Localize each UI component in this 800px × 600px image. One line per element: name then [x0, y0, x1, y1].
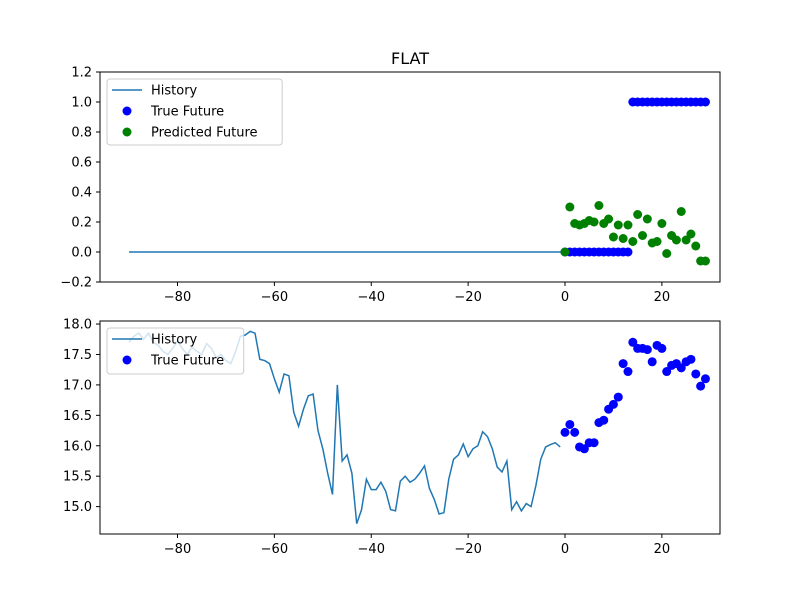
- true-future-legend-label: True Future: [150, 105, 224, 120]
- predicted-future-point: [691, 241, 701, 251]
- x-tick-label: −20: [454, 290, 481, 305]
- predicted-future-point: [671, 235, 681, 245]
- axes-frame: [99, 320, 721, 535]
- y-tick-label: 16.0: [63, 439, 92, 454]
- predicted-future-point: [662, 249, 672, 258]
- predicted-future-point: [589, 217, 599, 227]
- y-tick-label: 15.0: [63, 500, 92, 515]
- true-future-point: [676, 363, 686, 373]
- true-future-point: [623, 367, 633, 377]
- true-future-point: [579, 444, 589, 454]
- true-future-point: [691, 369, 701, 379]
- true-future-point: [696, 381, 706, 391]
- predicted-future-point: [676, 207, 686, 216]
- y-tick-label: 1.0: [71, 96, 92, 111]
- true-future-point: [628, 337, 638, 347]
- x-tick-label: −40: [358, 290, 385, 305]
- true-future-legend-marker: [122, 106, 132, 116]
- bottom-axes: −80 −60 −40 −20 0 20 15.0 15.5 16.0 16.5 17.0 17.5 1…: [63, 318, 721, 557]
- true-future-point: [686, 354, 696, 364]
- true-future-point: [608, 399, 618, 409]
- predicted-future-point: [623, 220, 633, 230]
- true-future-legend-label: True Future: [150, 354, 224, 369]
- x-tick-label: 20: [654, 542, 671, 557]
- y-tick-label: 0.2: [71, 216, 92, 231]
- y-tick-label: 0.0: [71, 246, 92, 261]
- y-tick-label: 17.0: [63, 378, 92, 393]
- true-future-legend-marker: [122, 355, 132, 365]
- predicted-future-point: [608, 232, 618, 242]
- true-future-point: [657, 343, 667, 353]
- predicted-future-point: [613, 220, 623, 230]
- y-tick-label: −0.2: [60, 276, 92, 291]
- plot-area: [129, 97, 710, 266]
- true-future-point: [642, 345, 652, 355]
- y-tick-label: 0.8: [71, 126, 92, 141]
- y-tick-label: 1.2: [71, 66, 92, 81]
- true-future-point: [560, 427, 570, 437]
- legend: History True Future Predicted Future: [106, 78, 283, 146]
- y-tick-label: 15.5: [63, 470, 92, 485]
- predicted-future-point: [618, 234, 628, 243]
- predicted-future-point: [565, 202, 575, 212]
- predicted-future-point: [642, 214, 652, 224]
- x-tick-label: 0: [561, 542, 569, 557]
- legend-box: [106, 78, 283, 146]
- true-future-point: [647, 357, 657, 367]
- y-tick-label: 16.5: [63, 409, 92, 424]
- predicted-future-point: [657, 219, 667, 228]
- true-future-point: [565, 419, 575, 429]
- true-future-point: [623, 247, 633, 257]
- true-future-point: [613, 392, 623, 402]
- x-tick-label: −80: [164, 542, 191, 557]
- true-future-point: [599, 415, 609, 425]
- predicted-future-point: [604, 214, 614, 224]
- true-future-point: [570, 427, 580, 437]
- y-tick-label: 0.4: [71, 186, 92, 201]
- predicted-future-point: [681, 235, 691, 245]
- y-tick-label: 18.0: [63, 318, 92, 333]
- true-future-point: [618, 359, 628, 369]
- predicted-future-point: [638, 231, 647, 240]
- history-legend-label: History: [151, 84, 198, 99]
- predicted-future-point: [652, 237, 662, 246]
- x-tick-label: −40: [358, 542, 385, 557]
- x-tick-label: 20: [654, 290, 671, 305]
- x-tick-label: −60: [261, 290, 288, 305]
- top-axes: −80 −60 −40 −20 0 20 −0.2 0.0 0.2 0.4 0.6 0.8 1.0 1.2…: [60, 66, 721, 305]
- legend: History True Future: [106, 327, 245, 375]
- y-tick-label: 17.5: [63, 348, 92, 363]
- axes-frame: [99, 71, 721, 283]
- predicted-future-legend-marker: [122, 127, 132, 137]
- x-tick-label: 0: [561, 290, 569, 305]
- predicted-future-legend-label: Predicted Future: [151, 126, 258, 141]
- predicted-future-point: [594, 201, 604, 210]
- true-future-point: [700, 374, 710, 384]
- x-tick-label: −80: [164, 290, 191, 305]
- true-future-point: [662, 367, 672, 377]
- true-future-point: [589, 438, 599, 448]
- chart-title: FLAT: [391, 49, 429, 68]
- history-legend-label: History: [151, 333, 198, 348]
- predicted-future-point: [628, 237, 638, 246]
- true-future-point: [700, 97, 710, 107]
- predicted-future-point: [700, 256, 710, 266]
- x-tick-label: −60: [261, 542, 288, 557]
- y-tick-label: 0.6: [71, 156, 92, 171]
- predicted-future-point: [560, 247, 570, 257]
- predicted-future-point: [633, 210, 643, 219]
- x-tick-label: −20: [454, 542, 481, 557]
- predicted-future-point: [686, 229, 696, 239]
